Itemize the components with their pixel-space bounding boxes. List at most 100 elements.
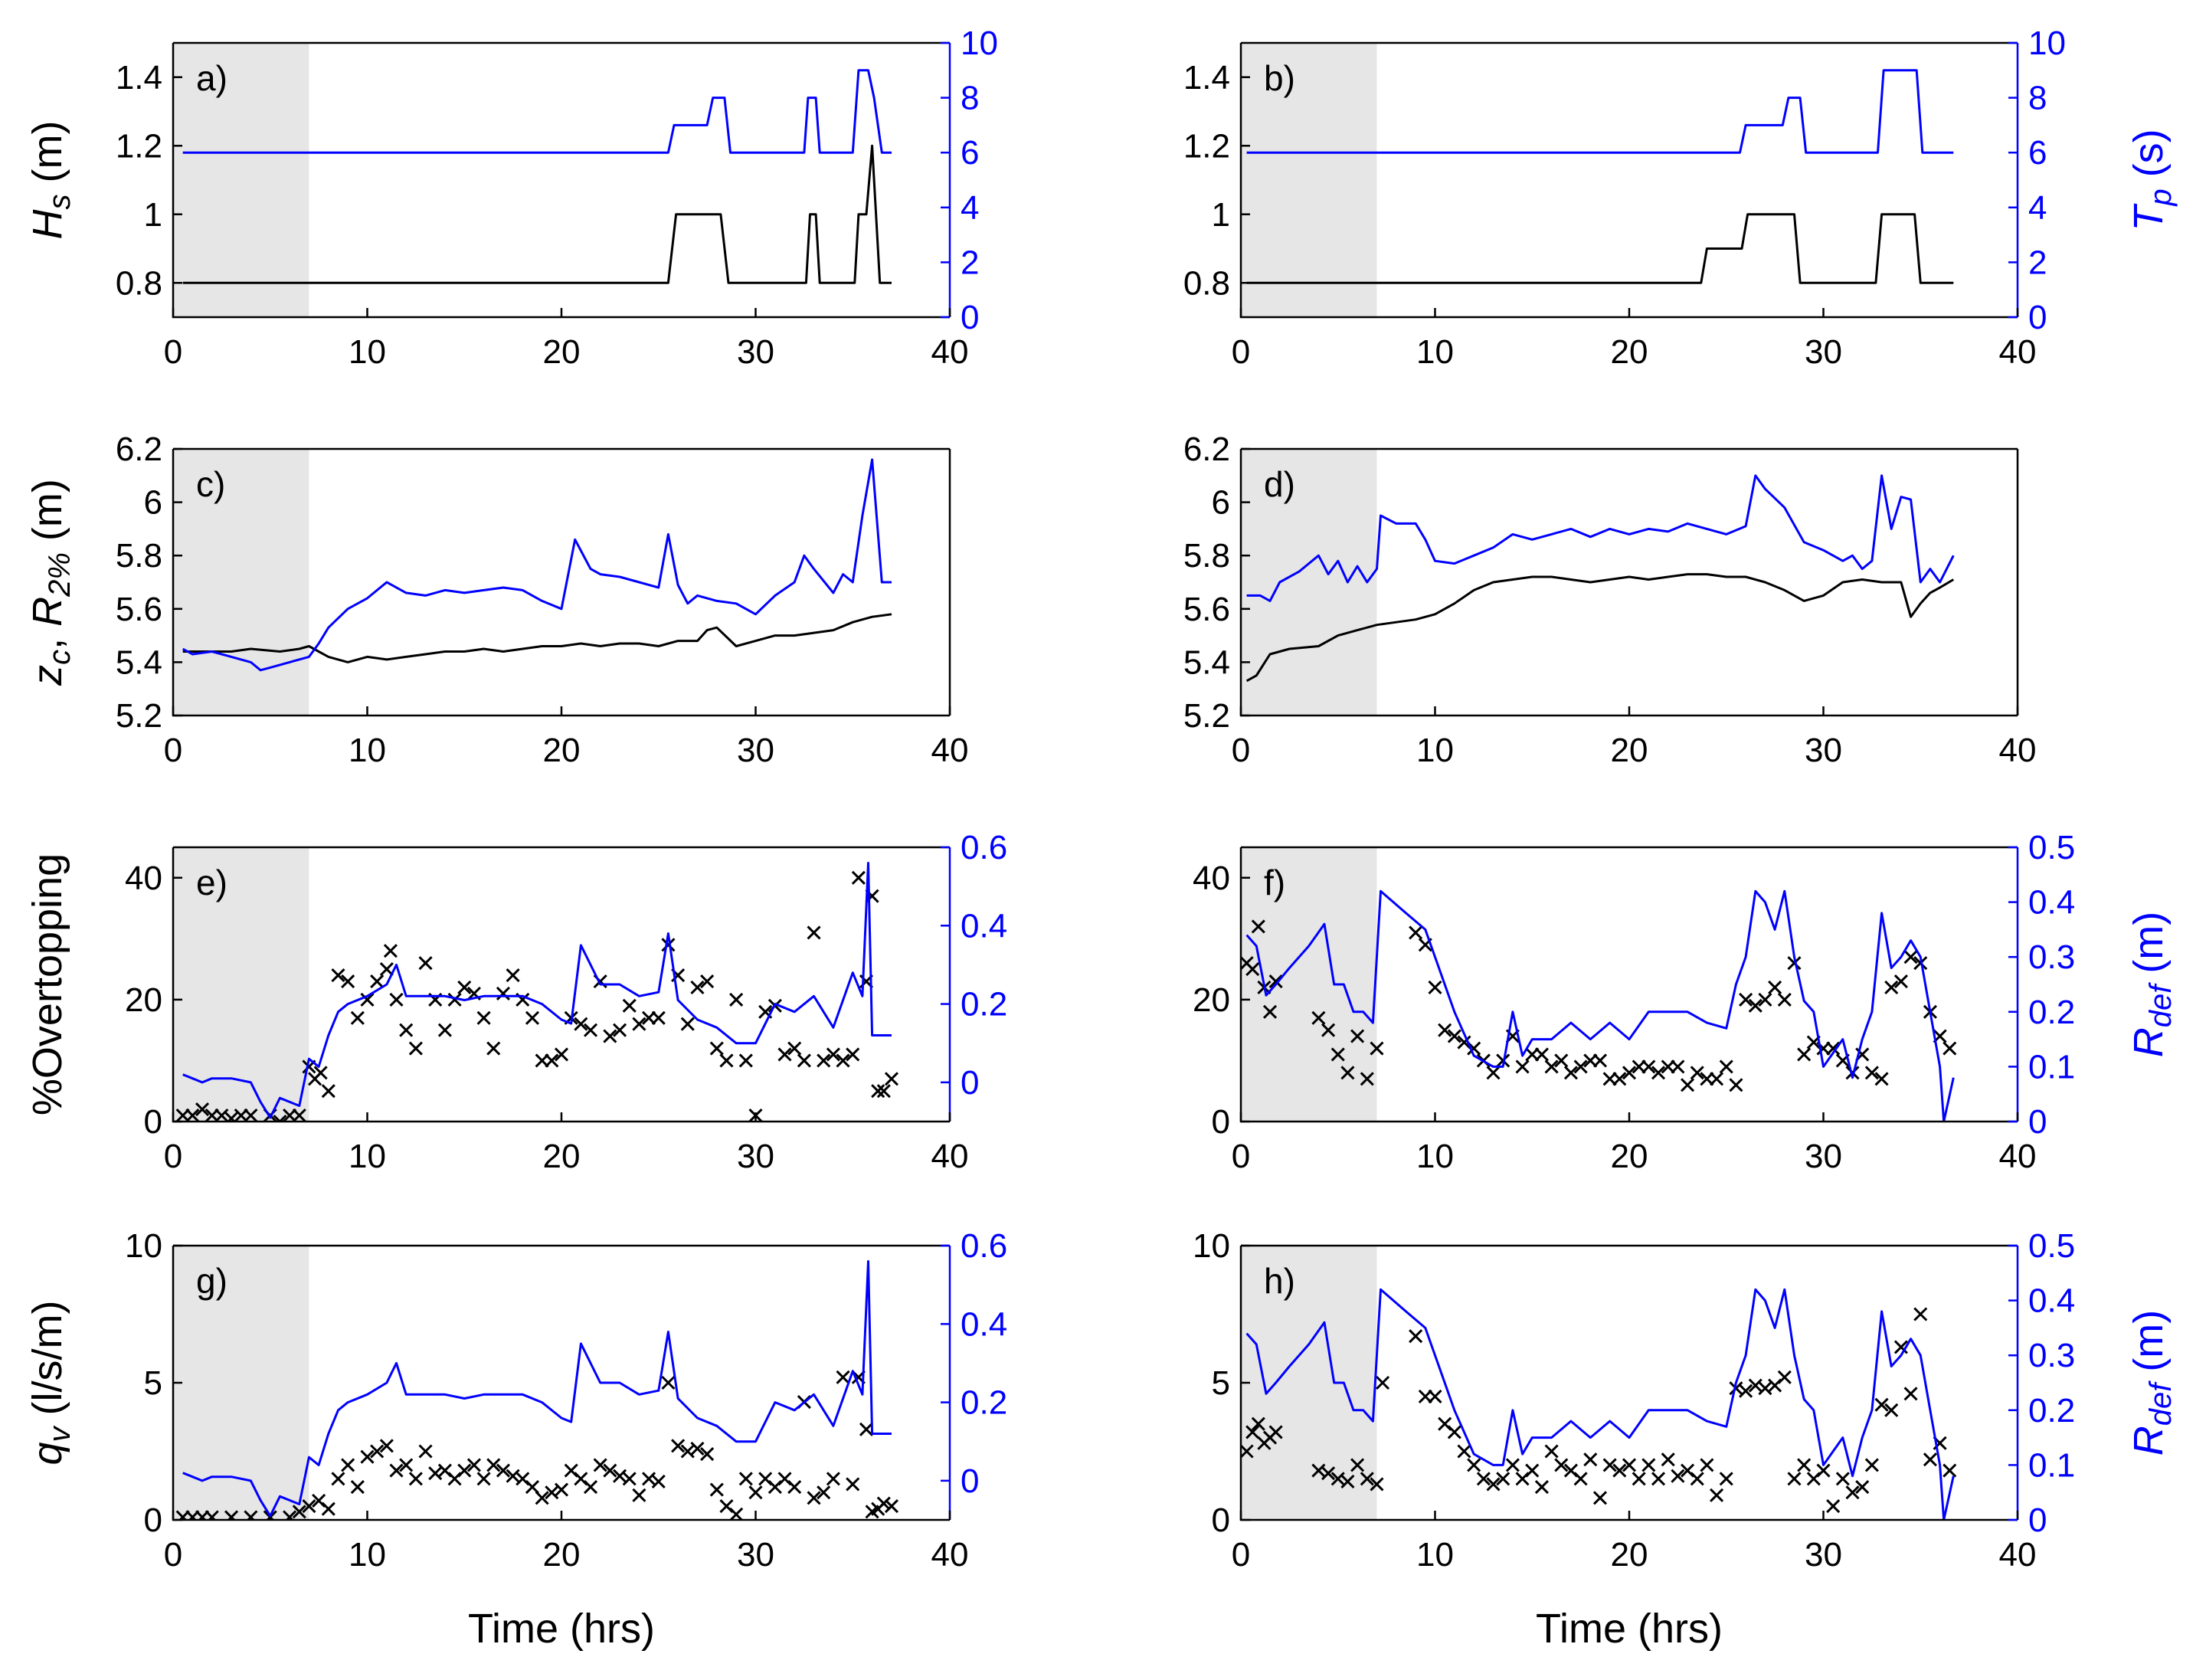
y2-tick-label: 0.6 <box>961 829 1007 866</box>
y2-tick-label: 0 <box>2028 1502 2047 1539</box>
data-point-qv <box>1923 1452 1937 1467</box>
data-point-qv <box>583 1479 598 1495</box>
y-tick-label: 0 <box>144 1502 162 1539</box>
y2-tick-label: 0 <box>961 299 979 336</box>
x-tick-label: 0 <box>1232 1536 1250 1574</box>
data-point-qv <box>612 1469 627 1483</box>
y2-tick-label: 0.4 <box>2028 884 2075 922</box>
y-tick-label: 5 <box>144 1364 162 1402</box>
data-point-%Overtopping <box>1428 980 1442 995</box>
panel-label: d) <box>1264 464 1295 504</box>
x-tick-label: 20 <box>1611 732 1648 769</box>
data-point-%Overtopping <box>1544 1059 1559 1074</box>
data-point-qv <box>1447 1425 1461 1439</box>
data-point-%Overtopping <box>1710 1072 1724 1086</box>
axis-label-left: Hs (m) <box>25 121 76 240</box>
data-point-qv <box>817 1485 831 1500</box>
data-point-%Overtopping <box>408 1041 423 1056</box>
data-point-%Overtopping <box>1943 1041 1957 1056</box>
data-point-%Overtopping <box>1515 1059 1530 1074</box>
data-point-qv <box>1739 1384 1753 1398</box>
panel-label: g) <box>196 1261 227 1301</box>
data-point-%Overtopping <box>1777 992 1792 1007</box>
data-point-%Overtopping <box>826 1047 840 1062</box>
y2-tick-label: 0 <box>2028 1103 2047 1141</box>
data-point-%Overtopping <box>1651 1066 1666 1080</box>
shaded-spinup-region <box>173 1246 309 1520</box>
panel-b: 0 10 20 30 40 0.8 1 1.2 1.4 0 2 4 6 8 10 b) Tp (s) <box>1183 25 2178 371</box>
shaded-spinup-region <box>1241 43 1377 317</box>
y-tick-label: 5.2 <box>116 697 162 735</box>
data-point-qv <box>748 1485 763 1500</box>
x-tick-label: 40 <box>1999 333 2037 371</box>
data-point-%Overtopping <box>1826 1041 1841 1056</box>
y2-tick-label: 0 <box>2028 299 2047 336</box>
data-point-%Overtopping <box>321 1084 335 1099</box>
x-tick-label: 10 <box>1416 1536 1454 1574</box>
x-tick-label: 30 <box>1805 1138 1842 1175</box>
y2-tick-label: 0.2 <box>961 1384 1007 1422</box>
panel-label: e) <box>196 863 227 902</box>
x-tick-label: 10 <box>1416 1138 1454 1175</box>
data-point-qv <box>1816 1463 1831 1478</box>
data-point-qv <box>1826 1499 1841 1514</box>
x-tick-label: 30 <box>1805 732 1842 769</box>
data-point-qv <box>1884 1403 1899 1417</box>
data-point-%Overtopping <box>383 944 398 958</box>
data-point-qv <box>709 1482 724 1497</box>
y-tick-label: 40 <box>125 860 162 897</box>
axis-label-left: %Overtopping <box>25 853 70 1115</box>
data-point-qv <box>244 1510 258 1520</box>
y2-tick-label: 0.3 <box>2028 938 2075 976</box>
axis-label-left: zc, R2% (m) <box>25 479 76 686</box>
data-point-%Overtopping <box>1340 1066 1355 1080</box>
panel-d: 0 10 20 30 40 5.2 5.4 5.6 5.8 6 6.2 d) <box>1183 431 2037 769</box>
panel-label: f) <box>1264 863 1285 902</box>
x-tick-label: 20 <box>1611 1536 1648 1574</box>
y2-tick-label: 0.6 <box>961 1227 1007 1265</box>
data-point-qv <box>302 1499 316 1514</box>
data-point-qv <box>729 1507 744 1520</box>
shaded-spinup-region <box>173 43 309 317</box>
data-point-%Overtopping <box>399 1023 414 1037</box>
y-tick-label: 5 <box>1212 1364 1230 1402</box>
data-point-qv <box>205 1510 219 1520</box>
series-line-Hs <box>182 144 892 284</box>
data-point-%Overtopping <box>1534 1047 1549 1062</box>
data-point-%Overtopping <box>797 1053 811 1068</box>
data-point-qv <box>1777 1370 1792 1384</box>
y2-tick-label: 0.4 <box>961 907 1007 945</box>
x-tick-label: 20 <box>1611 333 1648 371</box>
data-point-%Overtopping <box>1845 1066 1860 1080</box>
x-tick-label: 10 <box>1416 732 1454 769</box>
data-point-%Overtopping <box>1554 1053 1569 1068</box>
data-point-%Overtopping <box>680 1017 695 1031</box>
data-point-%Overtopping <box>1573 1059 1588 1074</box>
x-tick-label: 30 <box>1805 333 1842 371</box>
y2-tick-label: 0 <box>961 1462 979 1500</box>
data-point-qv <box>545 1485 559 1500</box>
data-point-%Overtopping <box>738 1053 753 1068</box>
data-point-qv <box>787 1479 802 1495</box>
y-tick-label: 6.2 <box>116 431 162 468</box>
panel-label: a) <box>196 58 227 98</box>
data-point-%Overtopping <box>1438 1023 1452 1037</box>
data-point-qv <box>1787 1472 1802 1486</box>
data-point-qv <box>807 1491 821 1505</box>
series-line-Rdef <box>182 862 892 1119</box>
y-tick-label: 6.2 <box>1183 431 1230 468</box>
data-point-%Overtopping <box>341 974 355 989</box>
series-line-Tp <box>1246 69 1954 154</box>
data-point-qv <box>1661 1452 1675 1467</box>
data-point-qv <box>283 1510 297 1520</box>
data-point-%Overtopping <box>331 968 345 983</box>
data-point-%Overtopping <box>1330 1047 1345 1062</box>
panel-g: 0 10 20 30 40 0 5 10 0 0.2 0.4 0.6 g) qv (l/s/m) Time … <box>25 1227 1007 1652</box>
y2-tick-label: 0.5 <box>2028 829 2075 866</box>
data-point-%Overtopping <box>1350 1029 1365 1043</box>
x-tick-label: 10 <box>349 1536 386 1574</box>
data-point-qv <box>1544 1444 1559 1459</box>
data-point-qv <box>632 1488 646 1502</box>
x-tick-label: 30 <box>737 333 774 371</box>
